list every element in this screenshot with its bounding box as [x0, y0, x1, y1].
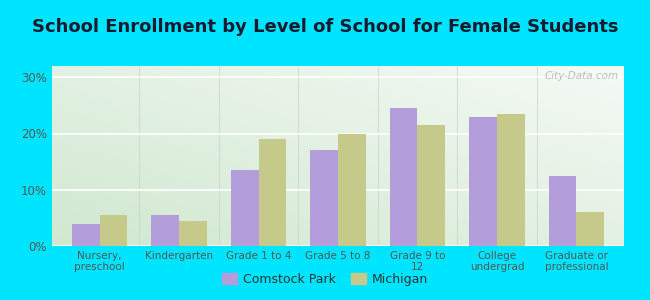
Bar [310, 150, 338, 246]
Bar [338, 134, 366, 246]
Bar [99, 215, 127, 246]
Bar [389, 108, 417, 246]
Text: City-Data.com: City-Data.com [544, 71, 618, 81]
Bar [72, 224, 99, 246]
Text: School Enrollment by Level of School for Female Students: School Enrollment by Level of School for… [32, 18, 618, 36]
Bar [179, 221, 207, 246]
Bar [151, 215, 179, 246]
Bar [549, 176, 577, 246]
Legend: Comstock Park, Michigan: Comstock Park, Michigan [216, 268, 434, 291]
Bar [231, 170, 259, 246]
Bar [577, 212, 604, 246]
Bar [259, 139, 287, 246]
Bar [497, 114, 525, 246]
Bar [417, 125, 445, 246]
Bar [469, 117, 497, 246]
